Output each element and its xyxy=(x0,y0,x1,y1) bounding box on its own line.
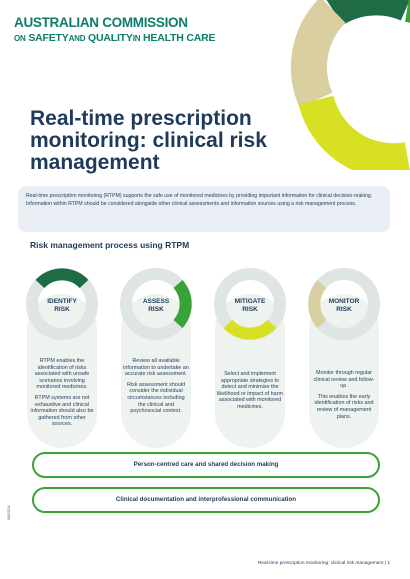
step-description: RTPM enables the identification of risks… xyxy=(30,358,94,428)
step-mitigate: MITIGATE RISK Select and implement appro… xyxy=(206,258,294,448)
monitor-ring-icon xyxy=(308,268,380,340)
step-label: MONITOR RISK xyxy=(328,298,360,313)
person-centred-care-bar: Person-centred care and shared decision … xyxy=(32,452,380,478)
decorative-ring-graphic xyxy=(290,0,410,170)
identify-ring-icon xyxy=(26,268,98,340)
page-footer: Real-time prescription monitoring: clini… xyxy=(257,561,390,566)
step-description: Review all available information to unde… xyxy=(123,358,189,415)
step-label: MITIGATE RISK xyxy=(234,298,266,313)
step-description: Monitor through regular clinical review … xyxy=(313,370,375,420)
mitigate-ring-icon xyxy=(214,268,286,340)
logo-line-2: ON SAFETYAND QUALITYIN HEALTH CARE xyxy=(14,31,216,44)
step-label: IDENTIFY RISK xyxy=(47,298,77,313)
publication-code: 08/2024 xyxy=(6,505,11,520)
step-description: Select and implement appropriate strateg… xyxy=(217,371,283,410)
step-monitor: MONITOR RISK Monitor through regular cli… xyxy=(300,258,388,448)
assess-ring-icon xyxy=(120,268,192,340)
logo-line-1: AUSTRALIAN COMMISSION xyxy=(14,15,188,30)
process-subheading: Risk management process using RTPM xyxy=(30,240,190,250)
page-title: Real-time prescription monitoring: clini… xyxy=(30,107,267,174)
step-identify: IDENTIFY RISK RTPM enables the identific… xyxy=(18,258,106,448)
commission-logo: AUSTRALIAN COMMISSION ON SAFETYAND QUALI… xyxy=(14,15,216,44)
step-assess: ASSESS RISK Review all available informa… xyxy=(112,258,200,448)
clinical-documentation-bar: Clinical documentation and interprofessi… xyxy=(32,487,380,513)
intro-text: Real-time prescription monitoring (RTPM)… xyxy=(18,186,390,232)
step-label: ASSESS RISK xyxy=(142,298,170,313)
